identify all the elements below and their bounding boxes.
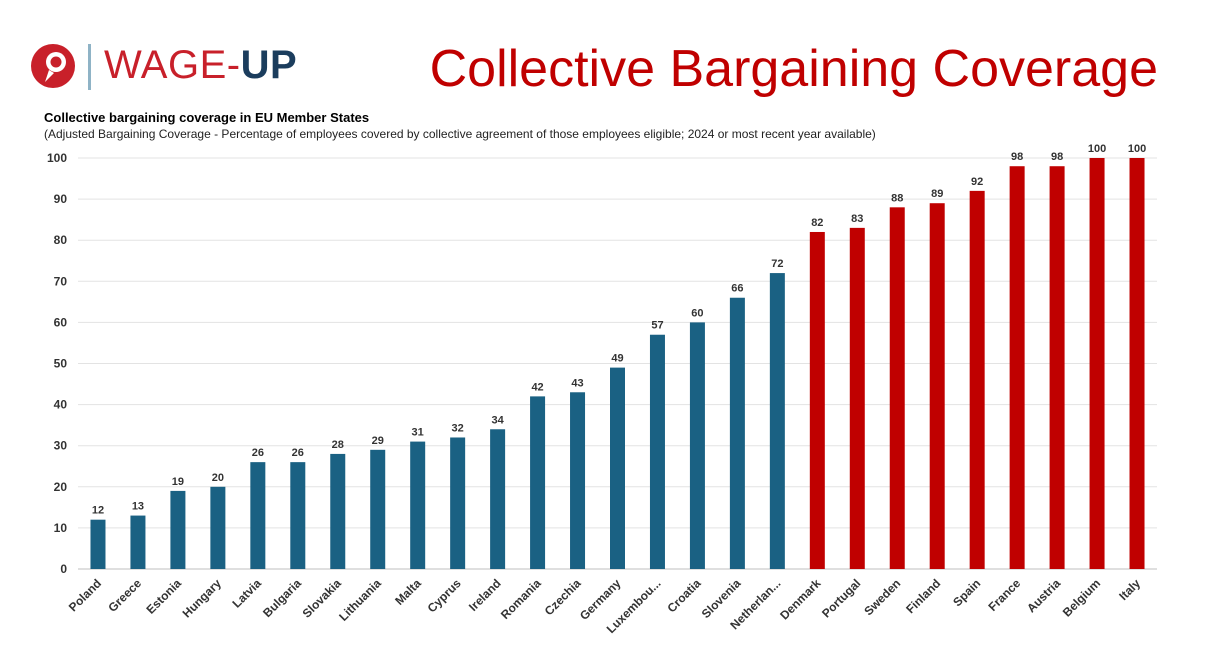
bar xyxy=(1089,158,1105,569)
data-label: 13 xyxy=(132,501,144,513)
data-label: 26 xyxy=(252,447,264,459)
data-label: 100 xyxy=(1088,143,1106,155)
data-label: 49 xyxy=(611,353,623,365)
data-label: 31 xyxy=(412,427,424,439)
chart-title: Collective bargaining coverage in EU Mem… xyxy=(44,110,370,125)
data-label: 72 xyxy=(771,258,783,270)
x-tick-label: Croatia xyxy=(664,576,703,615)
data-label: 29 xyxy=(372,435,384,447)
bar xyxy=(250,462,266,569)
wage-up-logo-icon xyxy=(31,44,75,88)
y-tick-label: 80 xyxy=(54,233,68,247)
x-tick-label: Lithuania xyxy=(336,576,384,624)
y-tick-label: 0 xyxy=(60,562,67,576)
bar xyxy=(210,486,226,569)
bar xyxy=(610,367,625,569)
bar xyxy=(769,273,785,569)
x-tick-label: Bulgaria xyxy=(260,576,304,620)
bar xyxy=(370,449,386,569)
data-label: 82 xyxy=(811,217,823,229)
data-label: 60 xyxy=(691,307,703,319)
x-tick-label: Italy xyxy=(1116,576,1143,603)
bar xyxy=(1129,158,1145,569)
bar xyxy=(490,429,506,569)
brand-name: WAGE-UP xyxy=(104,41,297,89)
data-label: 92 xyxy=(971,176,983,188)
page-title: Collective Bargaining Coverage xyxy=(429,40,1158,98)
x-tick-label: Belgium xyxy=(1060,576,1103,619)
x-tick-label: Spain xyxy=(950,576,983,609)
bar xyxy=(889,207,905,569)
bar xyxy=(1009,166,1025,569)
y-tick-label: 30 xyxy=(54,439,68,453)
data-label: 98 xyxy=(1051,151,1063,163)
x-tick-label: Finland xyxy=(903,576,943,616)
bar xyxy=(1049,166,1065,569)
data-label: 32 xyxy=(452,422,464,434)
bar xyxy=(530,396,546,569)
x-tick-label: Estonia xyxy=(143,576,184,617)
chart-subtitle: (Adjusted Bargaining Coverage - Percenta… xyxy=(44,127,876,141)
bar xyxy=(729,297,745,569)
data-label: 43 xyxy=(571,377,583,389)
y-tick-label: 10 xyxy=(54,521,68,535)
bar xyxy=(969,190,985,569)
x-tick-label: Austria xyxy=(1024,576,1063,615)
data-label: 34 xyxy=(491,414,504,426)
x-tick-label: Malta xyxy=(392,576,424,608)
bar xyxy=(170,490,186,569)
data-label: 83 xyxy=(851,213,863,225)
bar xyxy=(450,437,466,569)
brand-name-part1: WAGE- xyxy=(104,43,241,87)
bar xyxy=(689,322,705,569)
brand-name-part2: UP xyxy=(240,43,298,87)
data-label: 20 xyxy=(212,472,224,484)
y-tick-label: 60 xyxy=(54,315,68,329)
x-tick-label: France xyxy=(986,576,1024,614)
x-tick-label: Poland xyxy=(66,576,104,614)
x-tick-label: Cyprus xyxy=(425,576,464,615)
x-tick-label: Latvia xyxy=(230,576,265,611)
y-tick-label: 50 xyxy=(54,357,68,371)
x-tick-label: Denmark xyxy=(777,576,823,622)
x-tick-label: Portugal xyxy=(819,576,863,620)
data-label: 12 xyxy=(92,505,104,517)
x-tick-label: Romania xyxy=(498,576,544,622)
bar xyxy=(410,441,426,569)
bar xyxy=(130,515,146,569)
data-label: 88 xyxy=(891,192,903,204)
bar xyxy=(570,392,586,569)
bar xyxy=(330,453,346,569)
data-label: 28 xyxy=(332,439,344,451)
bar xyxy=(649,334,665,569)
y-tick-label: 70 xyxy=(54,274,68,288)
y-tick-label: 20 xyxy=(54,480,68,494)
bar xyxy=(849,227,865,569)
y-tick-label: 90 xyxy=(54,192,68,206)
data-label: 66 xyxy=(731,283,743,295)
data-label: 89 xyxy=(931,188,943,200)
bar xyxy=(929,203,945,569)
data-label: 98 xyxy=(1011,151,1023,163)
x-tick-label: Ireland xyxy=(466,576,504,614)
bar xyxy=(809,231,825,570)
logo-divider xyxy=(88,44,91,90)
y-tick-label: 40 xyxy=(54,398,68,412)
bar xyxy=(290,462,306,569)
x-tick-label: Greece xyxy=(105,576,144,615)
x-tick-label: Sweden xyxy=(861,576,903,618)
y-tick-label: 100 xyxy=(47,151,67,165)
data-label: 26 xyxy=(292,447,304,459)
data-label: 42 xyxy=(531,381,543,393)
x-tick-label: Hungary xyxy=(180,576,225,621)
data-label: 100 xyxy=(1128,143,1146,155)
bar xyxy=(90,519,106,569)
data-label: 19 xyxy=(172,476,184,488)
data-label: 57 xyxy=(651,320,663,332)
